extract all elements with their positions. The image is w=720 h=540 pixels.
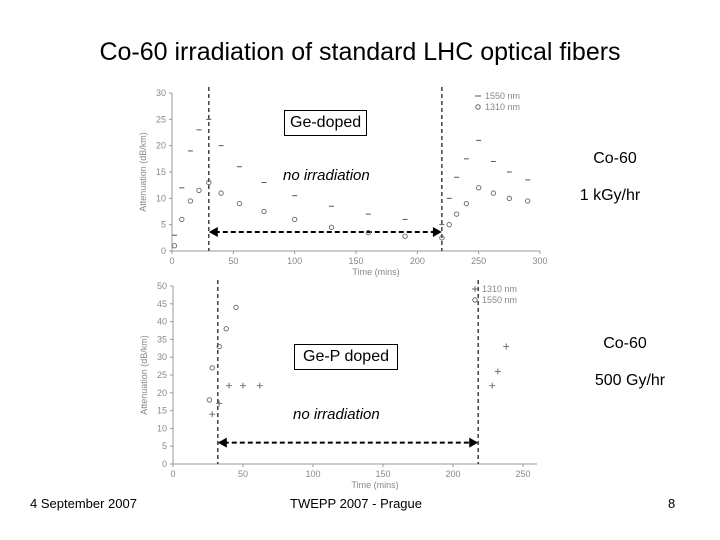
data-point-circle <box>171 243 178 249</box>
x-axis-label: Time (mins) <box>352 267 399 277</box>
data-point-circle <box>506 195 512 201</box>
data-point-plus <box>226 382 232 389</box>
page-number: 8 <box>668 496 676 511</box>
data-point-circle <box>206 179 212 186</box>
bottom-source-label: Co-60 <box>603 335 647 352</box>
data-point-plus <box>494 368 501 375</box>
legend-label: 1310 nm <box>482 284 517 294</box>
ge-doped-label: Ge-doped <box>284 110 368 136</box>
data-point-circle <box>261 208 267 215</box>
y-tick-label: 25 <box>157 370 167 380</box>
data-point-circle <box>196 187 202 194</box>
x-tick-label: 0 <box>170 469 175 479</box>
x-tick-label: 200 <box>410 256 425 266</box>
legend-marker <box>472 297 478 303</box>
data-point-circle <box>233 304 239 311</box>
arrow-head-left <box>217 437 227 448</box>
x-tick-label: 50 <box>228 256 238 266</box>
data-point-plus <box>240 382 246 389</box>
data-point-circle <box>476 185 482 191</box>
legend-marker <box>475 104 481 110</box>
y-tick-label: 20 <box>157 388 167 398</box>
y-tick-label: 30 <box>156 88 166 98</box>
ge-p-doped-label: Ge-P doped <box>294 344 398 370</box>
y-axis-label: Attenuation (dB/km) <box>139 335 149 415</box>
top-source-label: Co-60 <box>593 150 637 167</box>
footer-date: 4 September 2007 <box>30 496 137 511</box>
y-tick-label: 20 <box>156 141 166 151</box>
data-point-circle <box>206 397 213 403</box>
y-axis-label: Attenuation (dB/km) <box>138 132 148 212</box>
data-point-circle <box>236 200 243 207</box>
data-point-circle <box>187 198 194 204</box>
data-point-circle <box>292 216 298 223</box>
data-point-circle <box>216 343 222 350</box>
y-tick-label: 35 <box>157 334 167 344</box>
legend-label: 1310 nm <box>485 102 520 112</box>
legend-marker <box>472 286 478 292</box>
bottom-no-irradiation-label: no irradiation <box>293 406 380 423</box>
y-tick-label: 0 <box>161 246 166 256</box>
y-tick-label: 0 <box>162 459 167 469</box>
top-dose-rate-label: 1 kGy/hr <box>579 187 641 204</box>
y-tick-label: 5 <box>162 441 167 451</box>
x-tick-label: 250 <box>471 256 486 266</box>
data-point-circle <box>490 190 497 196</box>
x-tick-label: 150 <box>375 469 390 479</box>
legend-label: 1550 nm <box>485 91 520 101</box>
chart-ge-p-doped: 0 5 10 15 20 25 30 35 40 45 50 0 50 100 150 200 250 Time … <box>139 280 537 490</box>
y-tick-label: 30 <box>157 352 167 362</box>
data-point-circle <box>179 216 185 223</box>
y-tick-label: 45 <box>157 299 167 309</box>
data-point-plus <box>503 343 510 350</box>
data-point-plus <box>256 382 263 389</box>
x-tick-label: 150 <box>348 256 363 266</box>
data-point-plus <box>216 400 223 407</box>
data-point-circle <box>463 200 470 207</box>
data-point-circle <box>209 365 215 371</box>
y-tick-label: 5 <box>161 220 166 230</box>
y-tick-label: 15 <box>157 406 167 416</box>
footer-event: TWEPP 2007 - Prague <box>290 496 422 511</box>
arrow-head-left <box>208 227 218 238</box>
y-tick-label: 15 <box>156 167 166 177</box>
y-tick-label: 50 <box>157 281 167 291</box>
data-point-circle <box>218 190 224 196</box>
data-point-plus <box>209 411 216 418</box>
y-tick-label: 40 <box>157 317 167 327</box>
legend-label: 1550 nm <box>482 295 517 305</box>
x-tick-label: 250 <box>515 469 530 479</box>
data-point-circle <box>439 235 445 241</box>
data-point-circle <box>446 222 452 228</box>
x-tick-label: 100 <box>287 256 302 266</box>
slide-title: Co-60 irradiation of standard LHC optica… <box>99 38 621 66</box>
x-axis-label: Time (mins) <box>351 480 398 490</box>
data-point-circle <box>525 198 531 204</box>
data-point-plus <box>489 382 496 389</box>
y-tick-label: 25 <box>156 114 166 124</box>
data-point-circle <box>453 211 460 217</box>
arrow-head-right <box>469 437 479 448</box>
x-tick-label: 100 <box>305 469 320 479</box>
y-tick-label: 10 <box>157 423 167 433</box>
data-point-circle <box>223 326 229 332</box>
bottom-dose-rate-label: 500 Gy/hr <box>594 372 666 389</box>
x-tick-label: 0 <box>169 256 174 266</box>
y-tick-label: 10 <box>156 193 166 203</box>
arrow-head-right <box>432 227 442 238</box>
top-no-irradiation-label: no irradiation <box>283 167 370 184</box>
x-tick-label: 300 <box>532 256 547 266</box>
data-point-circle <box>365 229 371 236</box>
data-point-circle <box>328 224 335 230</box>
x-tick-label: 50 <box>238 469 248 479</box>
x-tick-label: 200 <box>445 469 460 479</box>
data-point-circle <box>402 233 408 239</box>
